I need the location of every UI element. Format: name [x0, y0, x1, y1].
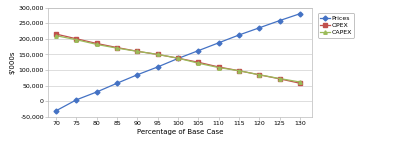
- OPEX: [216, 66, 221, 68]
- OPEX: [135, 50, 140, 52]
- Prices: [74, 99, 79, 101]
- Prices: [196, 50, 201, 52]
- OPEX: [115, 47, 120, 48]
- Line: OPEX: OPEX: [54, 32, 302, 85]
- Prices: [155, 66, 160, 68]
- OPEX: [236, 70, 241, 72]
- Prices: [135, 74, 140, 76]
- CAPEX: [94, 44, 99, 45]
- OPEX: [298, 82, 302, 84]
- OPEX: [277, 78, 282, 80]
- OPEX: [94, 43, 99, 44]
- CAPEX: [54, 35, 58, 37]
- OPEX: [257, 74, 262, 76]
- OPEX: [196, 61, 201, 63]
- CAPEX: [115, 47, 120, 49]
- CAPEX: [135, 50, 140, 52]
- CAPEX: [196, 62, 201, 64]
- CAPEX: [236, 70, 241, 72]
- CAPEX: [277, 78, 282, 79]
- CAPEX: [74, 39, 79, 41]
- Prices: [115, 82, 120, 84]
- Prices: [94, 91, 99, 93]
- OPEX: [155, 54, 160, 55]
- CAPEX: [176, 57, 180, 59]
- Line: Prices: Prices: [54, 12, 302, 112]
- X-axis label: Percentage of Base Case: Percentage of Base Case: [137, 129, 223, 135]
- Prices: [257, 27, 262, 29]
- CAPEX: [298, 81, 302, 83]
- Prices: [54, 110, 58, 112]
- Prices: [277, 20, 282, 22]
- OPEX: [176, 57, 180, 59]
- OPEX: [54, 33, 58, 35]
- OPEX: [74, 38, 79, 40]
- Prices: [298, 13, 302, 15]
- Y-axis label: $'000s: $'000s: [10, 51, 16, 74]
- Line: CAPEX: CAPEX: [54, 34, 302, 84]
- CAPEX: [257, 74, 262, 76]
- Prices: [176, 58, 180, 59]
- CAPEX: [216, 67, 221, 68]
- CAPEX: [155, 54, 160, 55]
- Legend: Prices, OPEX, CAPEX: Prices, OPEX, CAPEX: [318, 13, 354, 38]
- Prices: [236, 34, 241, 36]
- Prices: [216, 42, 221, 44]
